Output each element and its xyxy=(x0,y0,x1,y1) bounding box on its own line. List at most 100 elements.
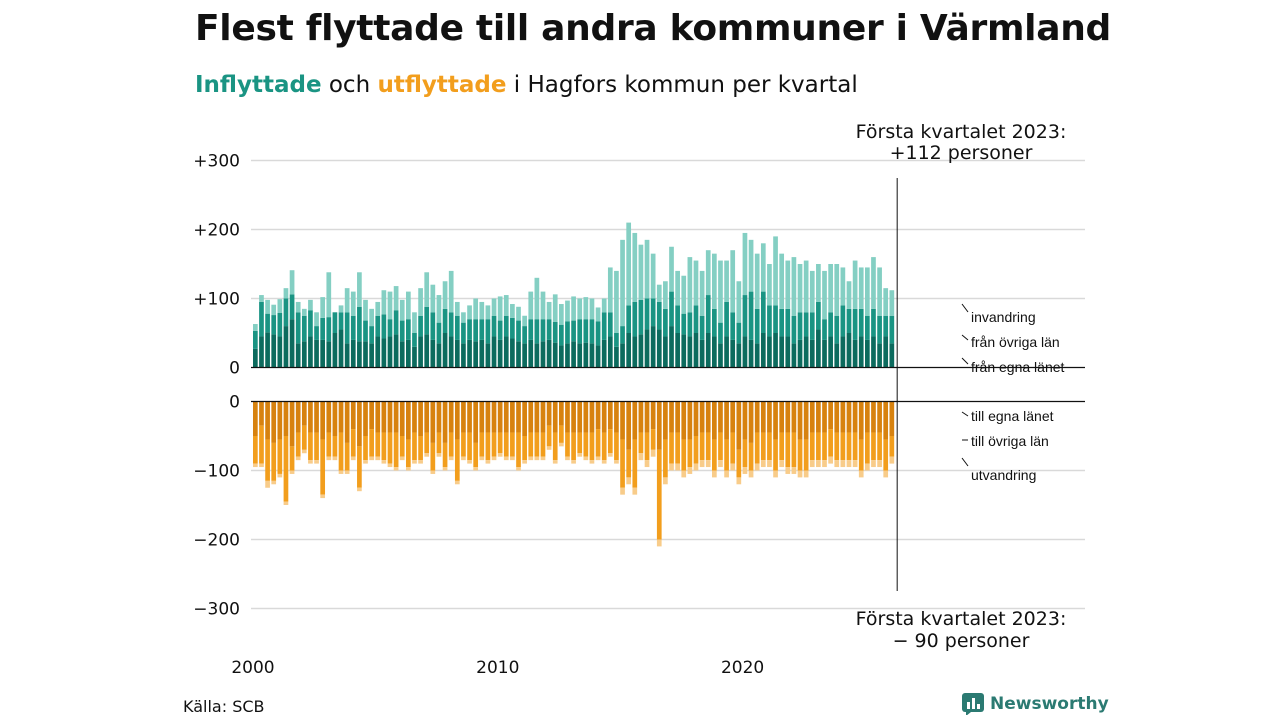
bar-in-segment xyxy=(314,312,319,327)
bar-out-segment xyxy=(607,429,613,454)
bar-out-segment xyxy=(418,460,423,464)
bar-in-segment xyxy=(712,253,717,309)
bar-out-segment xyxy=(516,401,521,433)
bar-out-segment xyxy=(503,456,509,461)
bar-out-segment xyxy=(308,460,313,464)
bar-in-segment xyxy=(265,299,270,314)
bar-out-segment xyxy=(406,401,411,440)
bar-out-segment xyxy=(473,467,479,471)
bar-in-segment xyxy=(467,339,472,368)
bar-in-segment xyxy=(614,346,619,368)
bar-out-segment xyxy=(718,432,723,461)
bar-out-segment xyxy=(871,432,876,461)
bar-out-segment xyxy=(705,460,711,468)
bar-out-segment xyxy=(289,470,295,474)
bar-in-segment xyxy=(589,298,595,320)
bar-in-segment xyxy=(516,341,521,368)
bar-out-segment xyxy=(834,460,840,468)
bar-in-segment xyxy=(283,288,289,299)
bar-in-segment xyxy=(712,308,717,337)
bar-in-segment xyxy=(350,291,356,316)
bar-out-segment xyxy=(375,432,381,457)
bar-out-segment xyxy=(454,401,460,440)
bar-in-segment xyxy=(852,308,858,340)
bar-out-segment xyxy=(491,456,497,461)
bar-in-segment xyxy=(448,270,454,313)
bar-in-segment xyxy=(412,346,417,368)
bar-in-segment xyxy=(620,239,625,327)
bar-in-segment xyxy=(308,310,313,337)
bar-in-segment xyxy=(828,336,833,368)
legend-leader xyxy=(961,334,969,341)
bar-out-segment xyxy=(461,401,466,433)
subtitle-and-word: och xyxy=(321,72,378,98)
bar-in-segment xyxy=(283,326,289,368)
bar-in-segment xyxy=(656,301,662,330)
bar-out-segment xyxy=(326,432,332,457)
bar-out-segment xyxy=(742,401,748,440)
bar-in-segment xyxy=(338,329,344,368)
bar-out-segment xyxy=(748,470,754,478)
bar-out-segment xyxy=(344,401,350,443)
bar-out-segment xyxy=(883,439,889,471)
bar-in-segment xyxy=(620,326,625,344)
bar-in-segment xyxy=(332,333,338,368)
bar-out-segment xyxy=(271,442,277,481)
bar-out-segment xyxy=(803,470,809,478)
bar-in-segment xyxy=(589,343,595,368)
bar-in-segment xyxy=(271,304,277,316)
legend-outflow-label: utvandring xyxy=(971,467,1036,483)
legend-outflow-label: till egna länet xyxy=(971,408,1054,424)
bar-out-segment xyxy=(620,401,625,440)
bar-in-segment xyxy=(559,304,564,325)
bar-in-segment xyxy=(632,232,638,302)
bar-out-segment xyxy=(614,460,619,464)
bar-out-segment xyxy=(626,401,632,450)
bar-out-segment xyxy=(559,401,564,426)
bar-in-segment xyxy=(754,253,760,309)
bar-in-segment xyxy=(497,320,503,340)
bar-in-segment xyxy=(809,312,815,340)
bar-out-segment xyxy=(448,432,454,457)
bar-in-segment xyxy=(779,336,785,368)
bar-in-segment xyxy=(491,298,497,316)
bar-out-segment xyxy=(283,401,289,436)
bar-out-segment xyxy=(809,401,815,433)
bar-out-segment xyxy=(681,470,687,478)
bar-in-segment xyxy=(650,298,656,327)
bar-in-segment xyxy=(773,236,778,306)
bar-out-segment xyxy=(283,501,289,505)
bar-out-segment xyxy=(369,456,374,461)
bar-out-segment xyxy=(412,460,417,464)
bar-out-segment xyxy=(638,453,644,461)
y-tick-label: +300 xyxy=(193,152,240,172)
bar-out-segment xyxy=(301,401,307,426)
bar-out-segment xyxy=(387,432,393,464)
bar-out-segment xyxy=(687,467,693,474)
bar-out-segment xyxy=(369,401,374,430)
bar-in-segment xyxy=(852,260,858,309)
brand-logo[interactable]: Newsworthy xyxy=(962,693,1109,715)
bar-in-segment xyxy=(822,270,827,320)
bar-out-segment xyxy=(742,467,748,474)
bar-out-segment xyxy=(473,442,479,468)
bar-in-segment xyxy=(559,324,564,346)
bar-in-segment xyxy=(418,336,423,368)
bar-out-segment xyxy=(595,456,601,461)
bar-out-segment xyxy=(357,487,362,492)
bar-out-segment xyxy=(797,470,803,478)
bar-out-segment xyxy=(748,442,754,471)
bar-in-segment xyxy=(479,319,485,340)
bar-in-segment xyxy=(577,298,583,320)
bar-in-segment xyxy=(253,330,258,349)
bar-in-segment xyxy=(510,317,515,339)
bar-in-segment xyxy=(809,270,815,313)
bar-in-segment xyxy=(663,281,668,309)
bar-in-segment xyxy=(632,336,638,368)
bar-in-segment xyxy=(253,348,258,368)
bar-out-segment xyxy=(748,401,754,443)
bar-out-segment xyxy=(332,436,338,457)
bar-out-segment xyxy=(687,439,693,468)
bar-out-segment xyxy=(301,425,307,450)
bar-in-segment xyxy=(271,315,277,335)
